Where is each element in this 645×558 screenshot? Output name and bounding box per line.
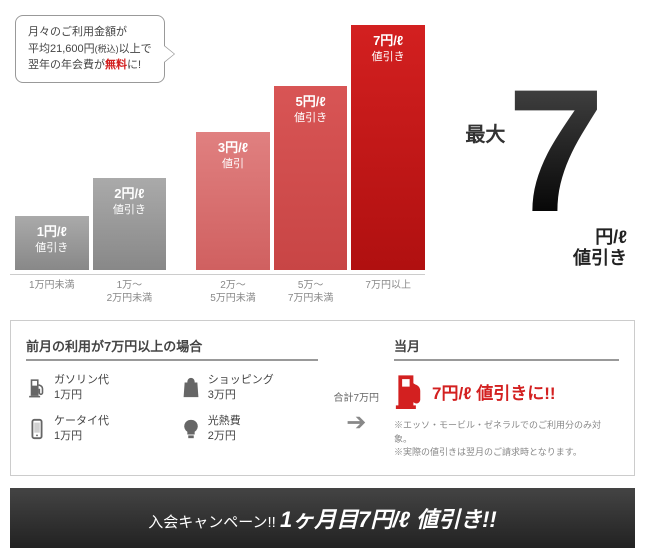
x-label: 1万～ 2万円未満	[93, 279, 167, 305]
info-middle: 合計7万円 ➔	[333, 366, 379, 460]
expense-item: 光熱費2万円	[180, 414, 319, 445]
total-label: 合計7万円	[333, 389, 379, 404]
bar: 5円/ℓ値引き	[274, 86, 348, 270]
campaign-banner: 入会キャンペーン!! 1ヶ月目7円/ℓ 値引き!!	[10, 488, 635, 548]
max-discount-block: 最大 7 円/ℓ 値引き	[435, 78, 635, 300]
callout-line3c: に!	[127, 59, 141, 71]
callout-line2b: (税込)	[95, 44, 119, 54]
bar: 1円/ℓ値引き	[15, 216, 89, 270]
arrow-icon: ➔	[346, 408, 366, 437]
x-label: 7万円以上	[351, 279, 425, 305]
x-label: 5万～ 7万円未満	[274, 279, 348, 305]
top-section: 月々のご利用金額が 平均21,600円(税込)以上で 翌年の年会費が無料に! 1…	[10, 10, 635, 300]
callout-line2c: 以上で	[119, 43, 152, 55]
banner-text-a: 入会キャンペーン!!	[148, 514, 280, 531]
callout-line3a: 翌年の年会費が	[28, 59, 105, 71]
big-seven: 7	[507, 78, 604, 227]
expense-item: ショッピング3万円	[180, 373, 319, 404]
result-text: 7円/ℓ 値引きに!!	[432, 379, 556, 404]
bar: 2円/ℓ値引き	[93, 178, 167, 270]
bar-col: 3円/ℓ値引	[196, 132, 270, 270]
max-label: 最大	[465, 118, 505, 147]
bar-col: 7円/ℓ値引き	[351, 25, 425, 270]
banner-text-b: 1ヶ月目7円/ℓ 値引き!!	[280, 507, 497, 532]
info-box: 前月の利用が7万円以上の場合 ガソリン代1万円ショッピング3万円ケータイ代1万円…	[10, 320, 635, 476]
callout-line3b: 無料	[105, 59, 127, 71]
bar-col: 5円/ℓ値引き	[274, 86, 348, 270]
expense-grid: ガソリン代1万円ショッピング3万円ケータイ代1万円光熱費2万円	[26, 373, 318, 445]
info-left-title: 前月の利用が7万円以上の場合	[26, 336, 318, 361]
fine-print-2: ※実際の値引きは翌月のご請求時となります。	[394, 446, 619, 460]
bar-col: 1円/ℓ値引き	[15, 216, 89, 270]
info-right: 当月 7円/ℓ 値引きに!! ※エッソ・モービル・ゼネラルでのご利用分のみ対象。…	[394, 336, 619, 460]
max-sub: 円/ℓ 値引き	[435, 227, 635, 270]
callout-bubble: 月々のご利用金額が 平均21,600円(税込)以上で 翌年の年会費が無料に!	[15, 15, 165, 83]
chart-area: 月々のご利用金額が 平均21,600円(税込)以上で 翌年の年会費が無料に! 1…	[10, 10, 425, 300]
callout-line1: 月々のご利用金額が	[28, 26, 127, 38]
x-label: 2万～ 5万円未満	[196, 279, 270, 305]
fine-print-1: ※エッソ・モービル・ゼネラルでのご利用分のみ対象。	[394, 419, 619, 446]
expense-item: ケータイ代1万円	[26, 414, 165, 445]
info-right-title: 当月	[394, 336, 619, 361]
bar-col: 2円/ℓ値引き	[93, 178, 167, 270]
info-left: 前月の利用が7万円以上の場合 ガソリン代1万円ショッピング3万円ケータイ代1万円…	[26, 336, 318, 460]
fine-print: ※エッソ・モービル・ゼネラルでのご利用分のみ対象。 ※実際の値引きは翌月のご請求…	[394, 419, 619, 460]
x-axis-labels: 1万円未満1万～ 2万円未満 2万～ 5万円未満5万～ 7万円未満7万円以上	[10, 274, 425, 305]
x-label: 1万円未満	[15, 279, 89, 305]
bar: 3円/ℓ値引	[196, 132, 270, 270]
callout-line2a: 平均21,600円	[28, 43, 95, 55]
expense-item: ガソリン代1万円	[26, 373, 165, 404]
pump-icon	[394, 373, 424, 409]
bar: 7円/ℓ値引き	[351, 25, 425, 270]
